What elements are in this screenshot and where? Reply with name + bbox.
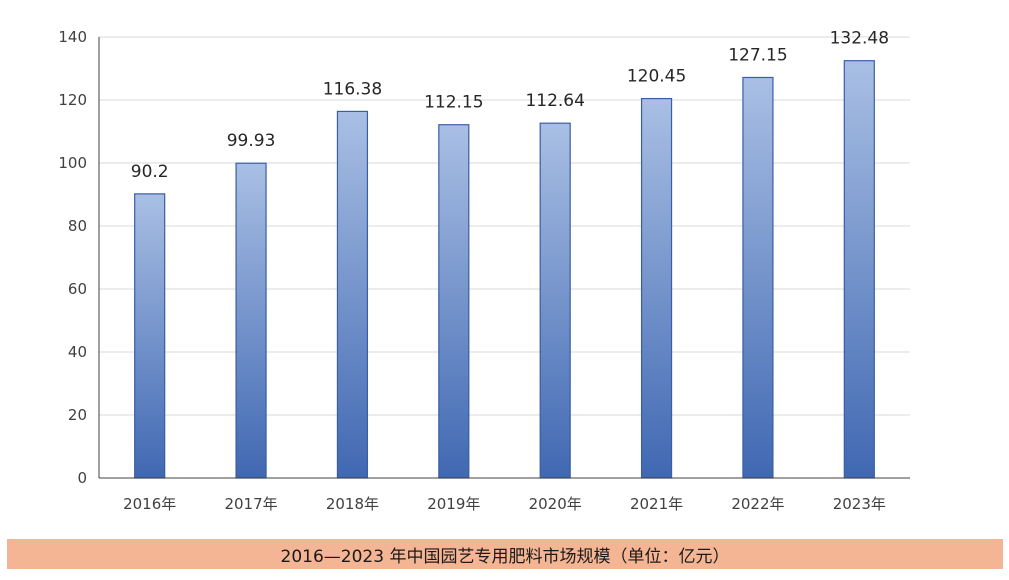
data-label: 116.38 bbox=[323, 79, 382, 99]
data-label: 90.2 bbox=[131, 162, 169, 182]
chart-caption: 2016—2023 年中国园艺专用肥料市场规模（单位：亿元） bbox=[280, 546, 730, 567]
y-tick-label: 80 bbox=[68, 217, 87, 235]
bars bbox=[134, 60, 875, 479]
x-tick-label: 2020年 bbox=[529, 495, 582, 513]
x-tick-label: 2023年 bbox=[833, 495, 886, 513]
data-label: 112.64 bbox=[525, 91, 584, 111]
bar bbox=[843, 60, 875, 479]
y-tick-label: 140 bbox=[58, 28, 87, 46]
y-tick-label: 100 bbox=[58, 154, 87, 172]
x-tick-label: 2018年 bbox=[326, 495, 379, 513]
x-tick-label: 2022年 bbox=[731, 495, 784, 513]
data-labels: 90.2 99.93 116.38 112.15 112.64 120.45 127.15 1… bbox=[131, 29, 889, 182]
y-axis: 0 20 40 60 80 100 120 140 bbox=[58, 28, 100, 487]
data-label: 112.15 bbox=[424, 93, 483, 113]
x-tick-label: 2016年 bbox=[123, 495, 176, 513]
x-tick-label: 2017年 bbox=[224, 495, 277, 513]
bar bbox=[640, 97, 673, 479]
bar bbox=[539, 122, 571, 479]
bar bbox=[438, 124, 470, 479]
bar-chart: 0 20 40 60 80 100 120 140 90.2 99.93 116.38 112.15… bbox=[58, 28, 910, 513]
y-tick-label: 120 bbox=[58, 91, 87, 109]
caption-bar: 2016—2023 年中国园艺专用肥料市场规模（单位：亿元） bbox=[7, 539, 1003, 569]
y-tick-label: 20 bbox=[68, 406, 87, 424]
data-label: 127.15 bbox=[728, 45, 787, 65]
y-tick-label: 40 bbox=[68, 343, 87, 361]
x-axis: 2016年 2017年 2018年 2019年 2020年 2021年 2022年 2023年 bbox=[99, 477, 910, 513]
x-tick-label: 2021年 bbox=[630, 495, 683, 513]
data-label: 132.48 bbox=[830, 29, 889, 49]
gridlines bbox=[99, 36, 910, 416]
bar bbox=[235, 162, 267, 479]
x-tick-label: 2019年 bbox=[427, 495, 480, 513]
data-label: 120.45 bbox=[627, 67, 686, 87]
data-label: 99.93 bbox=[227, 131, 276, 151]
bar bbox=[336, 110, 369, 479]
bar bbox=[134, 193, 166, 479]
y-tick-label: 0 bbox=[77, 469, 87, 487]
y-tick-label: 60 bbox=[68, 280, 87, 298]
bar bbox=[742, 76, 774, 479]
